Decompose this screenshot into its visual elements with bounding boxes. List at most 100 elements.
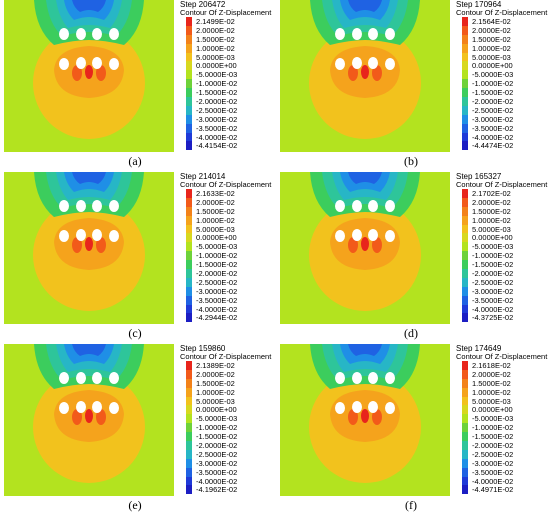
color-legend: 2.1499E-02 2.0000E-02 1.5000E-02 1.0000E-02… [186, 17, 268, 150]
legend-entry: 0.0000E+00 [462, 61, 544, 70]
legend-entry: -4.0000E-02 [462, 476, 544, 486]
legend-entry: 1.0000E-02 [186, 387, 268, 397]
legend-level-label: -2.0000E-02 [472, 441, 514, 451]
legend-entry: -3.5000E-02 [186, 295, 268, 305]
legend-entry: -2.0000E-02 [462, 269, 544, 278]
legend-entry: -4.0000E-02 [186, 304, 268, 314]
legend-level-label: 1.0000E-02 [472, 387, 511, 397]
legend-level-label: 0.0000E+00 [196, 233, 237, 243]
legend-entry: -1.0000E-02 [462, 423, 544, 432]
legend-entry: 5.0000E-03 [462, 396, 544, 406]
legend-swatch [186, 286, 192, 296]
legend-level-label: -3.5000E-02 [196, 123, 238, 133]
legend-swatch [462, 206, 468, 216]
legend-swatch [186, 369, 192, 379]
legend-swatch [462, 405, 468, 415]
legend-entry: -5.0000E-03 [462, 242, 544, 251]
legend-swatch [462, 361, 468, 370]
legend-swatch [186, 88, 192, 98]
legend-level-label: -4.1962E-02 [196, 485, 238, 495]
legend-swatch [186, 476, 192, 486]
legend-swatch [186, 17, 192, 26]
legend-entry: 2.0000E-02 [186, 369, 268, 379]
legend-swatch [462, 260, 468, 270]
legend-entry: 1.5000E-02 [462, 34, 544, 44]
legend-swatch [186, 206, 192, 216]
legend-level-label: -1.0000E-02 [196, 79, 238, 89]
legend-swatch [462, 79, 468, 89]
legend-swatch [462, 61, 468, 71]
legend-entry: 2.0000E-02 [186, 25, 268, 35]
legend-entry: 1.5000E-02 [462, 206, 544, 216]
legend-level-label: -5.0000E-03 [472, 414, 514, 424]
legend-swatch [186, 396, 192, 406]
legend-level-label: -3.0000E-02 [472, 458, 514, 468]
legend-entry: -1.0000E-02 [186, 251, 268, 260]
step-label: Step 214014 [180, 172, 226, 181]
legend-entry: -4.0000E-02 [186, 476, 268, 486]
step-label: Step 206472 [180, 0, 226, 9]
legend-swatch [462, 449, 468, 459]
legend-level-label: 5.0000E-03 [472, 224, 511, 234]
legend-level-label: -1.5000E-02 [472, 432, 514, 442]
step-label: Step 165327 [456, 172, 502, 181]
legend-swatch [186, 414, 192, 424]
legend-level-label: -2.5000E-02 [196, 105, 238, 115]
legend-level-label: -3.0000E-02 [472, 286, 514, 296]
legend-entry: 5.0000E-03 [186, 224, 268, 234]
legend-entry: 0.0000E+00 [186, 405, 268, 414]
legend-entry: -3.0000E-02 [462, 114, 544, 124]
figure-panel: Step 214014 Contour Of Z-Displacement 2.… [0, 172, 271, 344]
contour-title: Contour Of Z-Displacement [456, 352, 548, 361]
legend-entry: -2.5000E-02 [462, 277, 544, 287]
figure-panel: Step 170964 Contour Of Z-Displacement 2.… [276, 0, 547, 172]
legend-entry: 1.0000E-02 [462, 215, 544, 225]
legend-entry: -2.0000E-02 [186, 269, 268, 278]
legend-entry: -3.5000E-02 [462, 295, 544, 305]
displacement-contour-graphic [4, 344, 174, 496]
legend-entry: -5.0000E-03 [186, 242, 268, 251]
legend-level-label: 0.0000E+00 [472, 405, 513, 415]
legend-level-label: -5.0000E-03 [196, 242, 238, 252]
legend-level-label: 1.5000E-02 [196, 34, 235, 44]
legend-swatch [186, 197, 192, 207]
legend-swatch [462, 189, 468, 198]
legend-level-label: -4.4971E-02 [472, 485, 514, 495]
legend-level-label: -5.0000E-03 [472, 242, 514, 252]
legend-level-label: -3.5000E-02 [472, 295, 514, 305]
legend-level-label: 5.0000E-03 [472, 396, 511, 406]
legend-swatch [462, 88, 468, 98]
legend-level-label: -4.0000E-02 [472, 476, 514, 486]
legend-entry: -3.0000E-02 [186, 114, 268, 124]
legend-swatch [186, 105, 192, 115]
legend-swatch [462, 70, 468, 80]
legend-swatch [186, 458, 192, 468]
contour-plot: Step 174649 Contour Of Z-Displacement 2.… [280, 344, 547, 496]
legend-level-label: -2.0000E-02 [196, 97, 238, 107]
legend-entry: -2.0000E-02 [462, 441, 544, 450]
legend-entry: -3.5000E-02 [186, 123, 268, 133]
step-label: Step 159860 [180, 344, 226, 353]
legend-swatch [462, 197, 468, 207]
legend-entry: -2.5000E-02 [186, 449, 268, 459]
legend-entry: 1.0000E-02 [186, 43, 268, 53]
legend-swatch [462, 17, 468, 26]
legend-swatch [186, 277, 192, 287]
legend-entry: -4.3725E-02 [462, 313, 544, 322]
legend-entry: -3.0000E-02 [186, 458, 268, 468]
legend-swatch [186, 269, 192, 278]
legend-entry: -3.5000E-02 [462, 123, 544, 133]
legend-entry: -3.5000E-02 [462, 467, 544, 477]
contour-plot: Step 214014 Contour Of Z-Displacement 2.… [4, 172, 271, 324]
legend-level-label: -5.0000E-03 [472, 70, 514, 80]
legend-level-label: -4.0000E-02 [472, 132, 514, 142]
legend-entry: -4.1962E-02 [186, 485, 268, 494]
displacement-contour-graphic [280, 0, 450, 152]
legend-level-label: -2.0000E-02 [472, 269, 514, 279]
legend-level-label: 1.5000E-02 [472, 378, 511, 388]
legend-swatch [186, 378, 192, 388]
contour-title: Contour Of Z-Displacement [180, 180, 272, 189]
legend-level-label: -2.0000E-02 [196, 441, 238, 451]
legend-level-label: 2.1389E-02 [196, 361, 235, 370]
legend-swatch [462, 286, 468, 296]
